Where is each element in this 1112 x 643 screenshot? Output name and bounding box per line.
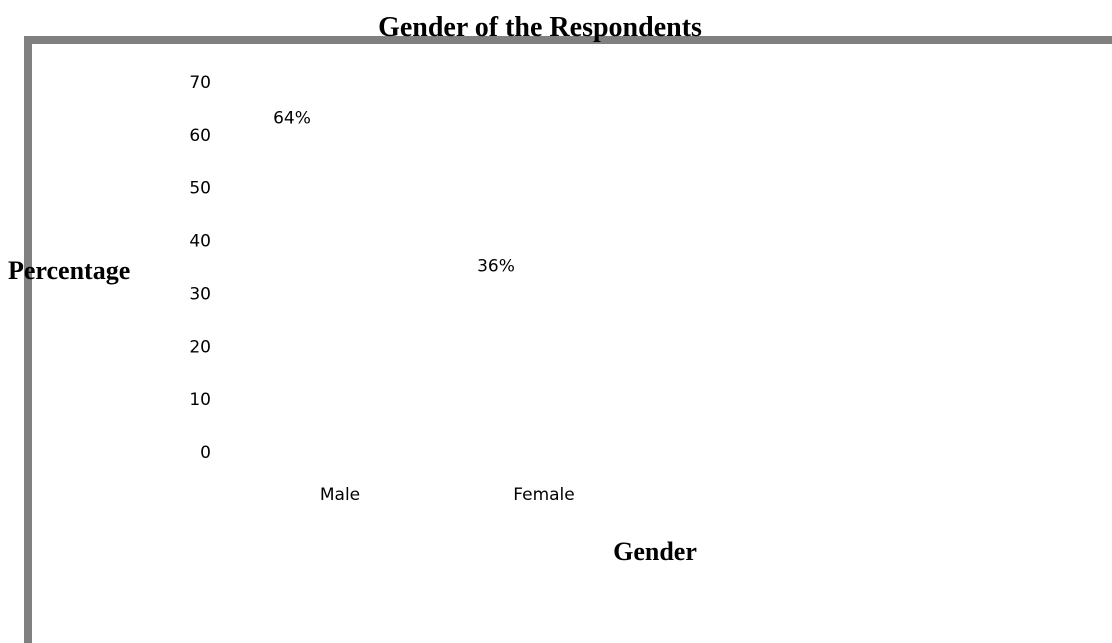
data-label-female: 36% (477, 257, 515, 277)
y-tick-label: 10 (189, 390, 211, 410)
chart-title: Gender of the Respondents (378, 12, 702, 43)
chart-frame-border (24, 36, 1112, 643)
y-tick-label: 0 (200, 443, 211, 463)
x-axis-ticks: Male Female (320, 485, 575, 505)
bar-male (280, 114, 400, 452)
y-tick-label: 60 (189, 126, 211, 146)
y-tick-label: 30 (189, 284, 211, 304)
data-labels-group: 64% 36% (273, 109, 515, 277)
x-axis-label: Gender (613, 537, 697, 566)
data-label-male: 64% (273, 109, 311, 129)
y-tick-label: 70 (189, 73, 211, 93)
bars-group (280, 114, 604, 452)
y-tick-label: 40 (189, 232, 211, 252)
y-axis-ticks: 0 10 20 30 40 50 60 70 (189, 73, 211, 463)
y-tick-label: 20 (189, 337, 211, 357)
bar-female (484, 262, 604, 452)
x-tick-label-female: Female (513, 485, 574, 505)
y-tick-label: 50 (189, 179, 211, 199)
x-tick-label-male: Male (320, 485, 360, 505)
y-axis-label: Percentage (8, 256, 130, 285)
